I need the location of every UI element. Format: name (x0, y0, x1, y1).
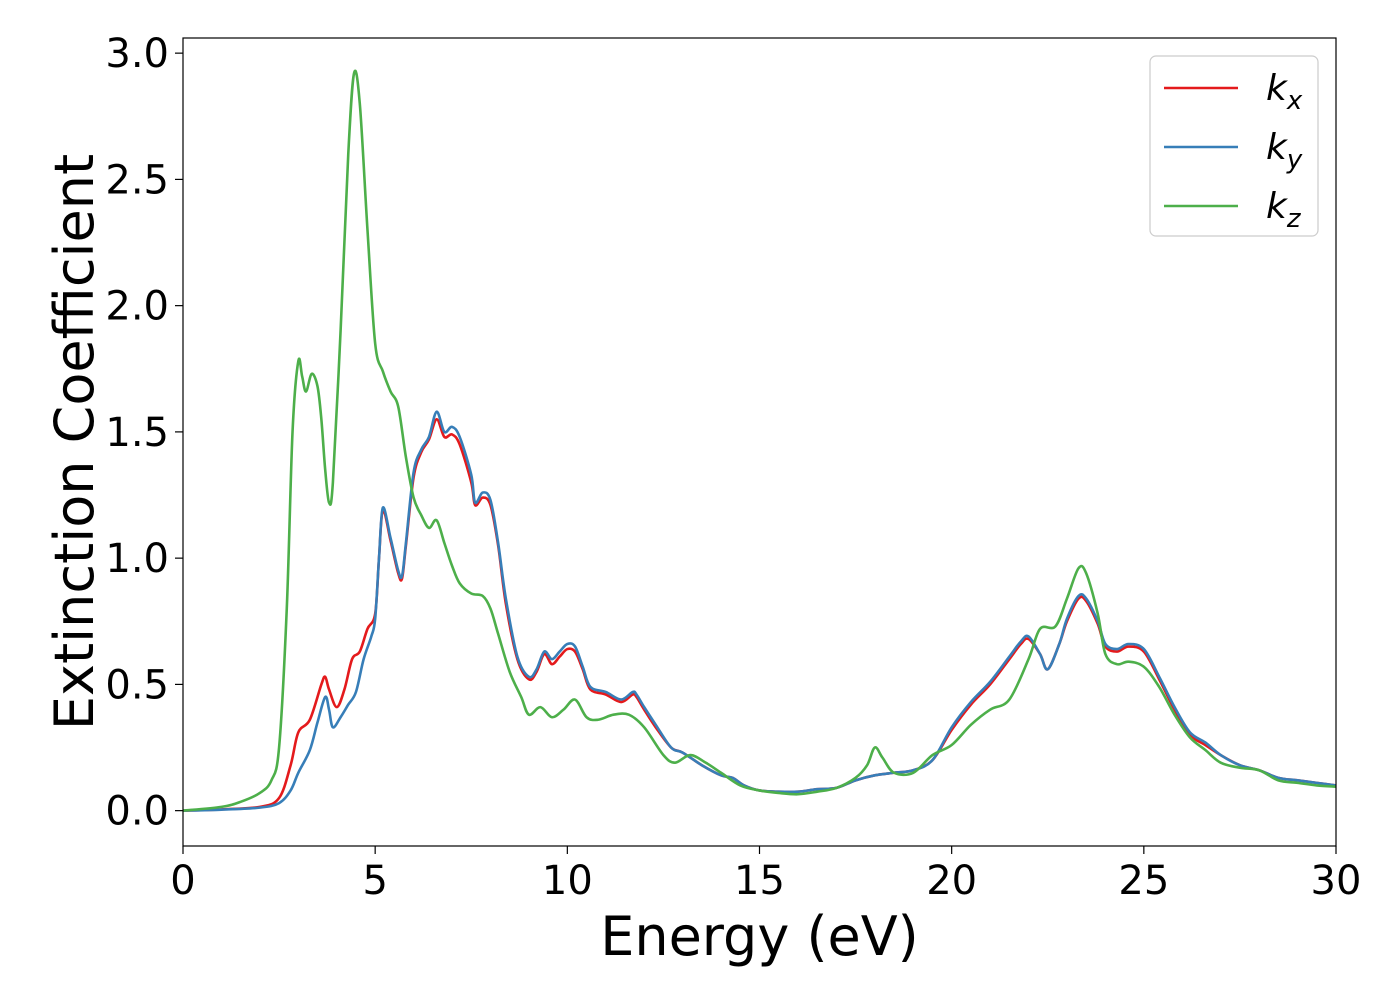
x-axis: 0 5 10 15 20 25 30 (170, 846, 1361, 904)
series-line-kx (183, 417, 1336, 812)
y-tick-label: 2.5 (105, 157, 169, 203)
y-tick-label: 0.5 (105, 662, 169, 708)
y-axis: 0.0 0.5 1.0 1.5 2.0 2.5 3.0 (105, 31, 183, 835)
x-tick-label: 15 (734, 858, 785, 904)
x-tick-label: 25 (1118, 858, 1169, 904)
legend-label-ky: ky (1266, 127, 1303, 175)
x-tick-label: 0 (170, 858, 195, 904)
x-tick-label: 10 (542, 858, 593, 904)
plot-lines (183, 69, 1336, 812)
legend-label-kz: kz (1266, 186, 1302, 234)
legend-label-kx: kx (1266, 68, 1303, 116)
series-line-ky (183, 410, 1336, 812)
y-tick-label: 2.0 (105, 284, 169, 330)
x-tick-label: 5 (362, 858, 387, 904)
y-tick-label: 1.0 (105, 536, 169, 582)
x-tick-label: 20 (926, 858, 977, 904)
x-tick-label: 30 (1311, 858, 1362, 904)
y-tick-label: 0.0 (105, 789, 169, 835)
y-axis-title: Extinction Coefficient (43, 154, 106, 730)
series-line-kz (183, 69, 1336, 812)
y-tick-label: 3.0 (105, 31, 169, 77)
y-tick-label: 1.5 (105, 410, 169, 456)
legend: kx ky kz (1149, 55, 1319, 237)
x-axis-title: Energy (eV) (600, 905, 919, 968)
